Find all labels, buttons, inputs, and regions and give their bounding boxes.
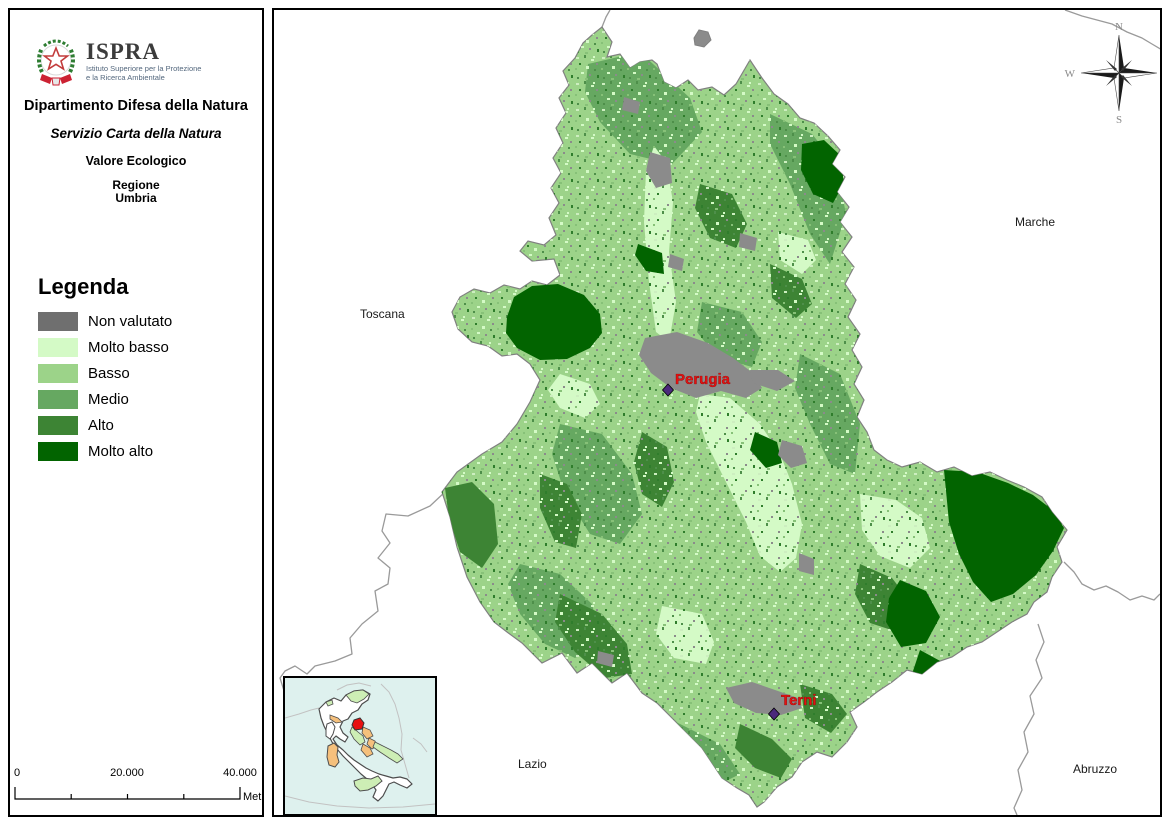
info-panel: ISPRA Istituto Superiore per la Protezio…	[8, 8, 264, 817]
legend-label: Alto	[88, 417, 114, 434]
legend-swatch-molto-alto	[38, 442, 78, 461]
region-exclave	[693, 29, 712, 48]
legend: Legenda Non valutato Molto basso Basso M…	[38, 274, 254, 468]
legend-item: Non valutato	[38, 312, 254, 331]
legend-label: Basso	[88, 365, 130, 382]
legend-swatch-medio	[38, 390, 78, 409]
ispra-subtitle-line2: e la Ricerca Ambientale	[86, 73, 165, 82]
legend-label: Molto basso	[88, 339, 169, 356]
compass-rose-icon: N E S W	[1065, 21, 1158, 126]
ispra-acronym: ISPRA	[86, 39, 161, 64]
scale-bar-graphic: Metri	[14, 787, 262, 803]
label-terni: Terni	[781, 692, 817, 709]
scale-tick-20000: 20.000	[110, 767, 144, 779]
legend-label: Non valutato	[88, 313, 173, 330]
compass-w: W	[1065, 68, 1076, 80]
city-markers: Perugia Terni	[661, 371, 817, 721]
inset-sicilia	[353, 775, 383, 792]
compass-n: N	[1115, 21, 1123, 33]
ispra-subtitle-line1: Istituto Superiore per la Protezione	[86, 64, 202, 73]
legend-swatch-basso	[38, 364, 78, 383]
service-title: Servizio Carta della Natura	[50, 126, 222, 141]
map-canvas: Toscana Marche Lazio Abruzzo Perugia Ter…	[279, 10, 1160, 815]
ecological-value-patches	[442, 27, 1067, 807]
inset-country-borders	[285, 682, 435, 809]
inset-italy-outline	[318, 689, 413, 802]
inset-corsica	[325, 721, 336, 740]
scale-tick-40000: 40.000	[223, 767, 257, 779]
region-title: Regione Umbria	[10, 179, 262, 205]
ispra-logo: ISPRA Istituto Superiore per la Protezio…	[34, 38, 201, 88]
label-marche: Marche	[1015, 215, 1055, 229]
scale-unit: Metri	[243, 791, 262, 803]
scale-tick-0: 0	[14, 767, 21, 779]
label-abruzzo: Abruzzo	[1073, 762, 1117, 776]
perugia-marker-icon	[661, 383, 675, 397]
legend-item: Medio	[38, 390, 254, 409]
label-toscana: Toscana	[360, 307, 405, 321]
inset-colored-regions	[325, 689, 404, 764]
map-panel: Toscana Marche Lazio Abruzzo Perugia Ter…	[272, 8, 1162, 817]
legend-title: Legenda	[38, 274, 129, 299]
legend-item: Molto basso	[38, 338, 254, 357]
scale-bar: 0 20.000 40.000 Metri	[12, 767, 262, 809]
italy-inset-canvas	[285, 682, 435, 809]
legend-swatch-molto-basso	[38, 338, 78, 357]
legend-swatch-alto	[38, 416, 78, 435]
inset-umbria-highlight	[351, 717, 365, 731]
italy-inset-map	[283, 676, 437, 816]
compass-s: S	[1116, 114, 1122, 126]
terni-marker-icon	[767, 707, 781, 721]
legend-label: Molto alto	[88, 443, 154, 460]
label-perugia: Perugia	[675, 371, 731, 388]
region-title-line1: Regione	[112, 178, 160, 192]
neighbor-labels: Toscana Marche Lazio Abruzzo	[360, 215, 1117, 776]
map-title: Valore Ecologico	[85, 154, 187, 168]
legend-item: Alto	[38, 416, 254, 435]
legend-label: Medio	[88, 391, 129, 408]
ispra-emblem-icon	[37, 39, 75, 86]
inset-sardinia	[326, 742, 340, 768]
legend-item: Molto alto	[38, 442, 254, 461]
legend-swatch-non-valutato	[38, 312, 78, 331]
region-title-line2: Umbria	[115, 191, 157, 205]
department-title: Dipartimento Difesa della Natura	[24, 98, 248, 114]
legend-item: Basso	[38, 364, 254, 383]
label-lazio: Lazio	[518, 757, 547, 771]
